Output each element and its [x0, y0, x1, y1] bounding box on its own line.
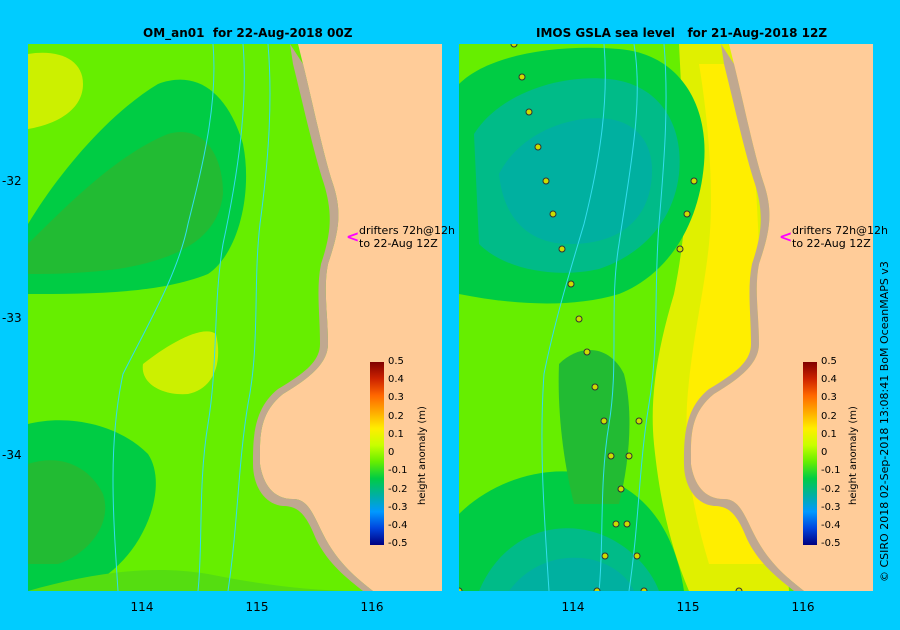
left-cb-tick: -0.1 — [388, 465, 408, 476]
right-cb-tick: -0.1 — [821, 465, 841, 476]
left-x-tick-114: 114 — [130, 600, 154, 614]
right-cb-tick: -0.5 — [821, 538, 841, 549]
left-x-tick-115: 115 — [245, 600, 269, 614]
left-cb-tick: -0.3 — [388, 502, 408, 513]
y-tick-33: -33 — [2, 311, 22, 325]
left-colorbar — [370, 362, 384, 545]
left-cb-tick: -0.4 — [388, 520, 408, 531]
right-map-panel[interactable] — [459, 44, 873, 591]
right-cb-tick: 0 — [821, 447, 828, 458]
left-map-canvas — [28, 44, 442, 591]
left-cb-tick: 0.4 — [388, 374, 404, 385]
left-drifter-note: drifters 72h@12h to 22-Aug 12Z — [359, 224, 456, 250]
y-tick-32: -32 — [2, 174, 22, 188]
left-map-title: OM_an01 for 22-Aug-2018 00Z — [143, 26, 353, 40]
left-cb-tick: 0.2 — [388, 411, 404, 422]
y-tick-34: -34 — [2, 448, 22, 462]
right-cb-tick: -0.3 — [821, 502, 841, 513]
left-cb-tick: 0.5 — [388, 356, 404, 367]
credit-text: © CSIRO 2018 02-Sep-2018 13:08:41 BoM Oc… — [878, 261, 891, 582]
right-cb-tick: -0.4 — [821, 520, 841, 531]
left-cb-tick: -0.2 — [388, 484, 408, 495]
right-cb-tick: 0.2 — [821, 411, 837, 422]
right-drifter-arrow: < — [779, 227, 793, 246]
right-cb-tick: 0.1 — [821, 429, 837, 440]
left-colorbar-label: height anomaly (m) — [417, 406, 428, 505]
left-cb-tick: -0.5 — [388, 538, 408, 549]
right-colorbar-label: height anomaly (m) — [848, 406, 859, 505]
right-map-title: IMOS GSLA sea level for 21-Aug-2018 12Z — [536, 26, 828, 40]
right-x-tick-116: 116 — [791, 600, 815, 614]
left-cb-tick: 0 — [388, 447, 395, 458]
right-drifter-note: drifters 72h@12h to 22-Aug 12Z — [792, 224, 889, 250]
right-x-tick-114: 114 — [561, 600, 585, 614]
right-map-canvas — [459, 44, 873, 591]
left-drifter-arrow: < — [346, 227, 360, 246]
right-cb-tick: 0.4 — [821, 374, 837, 385]
right-x-tick-115: 115 — [676, 600, 700, 614]
left-x-tick-116: 116 — [360, 600, 384, 614]
right-cb-tick: 0.3 — [821, 392, 837, 403]
right-cb-tick: -0.2 — [821, 484, 841, 495]
left-cb-tick: 0.1 — [388, 429, 404, 440]
right-colorbar — [803, 362, 817, 545]
left-cb-tick: 0.3 — [388, 392, 404, 403]
right-cb-tick: 0.5 — [821, 356, 837, 367]
left-map-panel[interactable] — [28, 44, 442, 591]
